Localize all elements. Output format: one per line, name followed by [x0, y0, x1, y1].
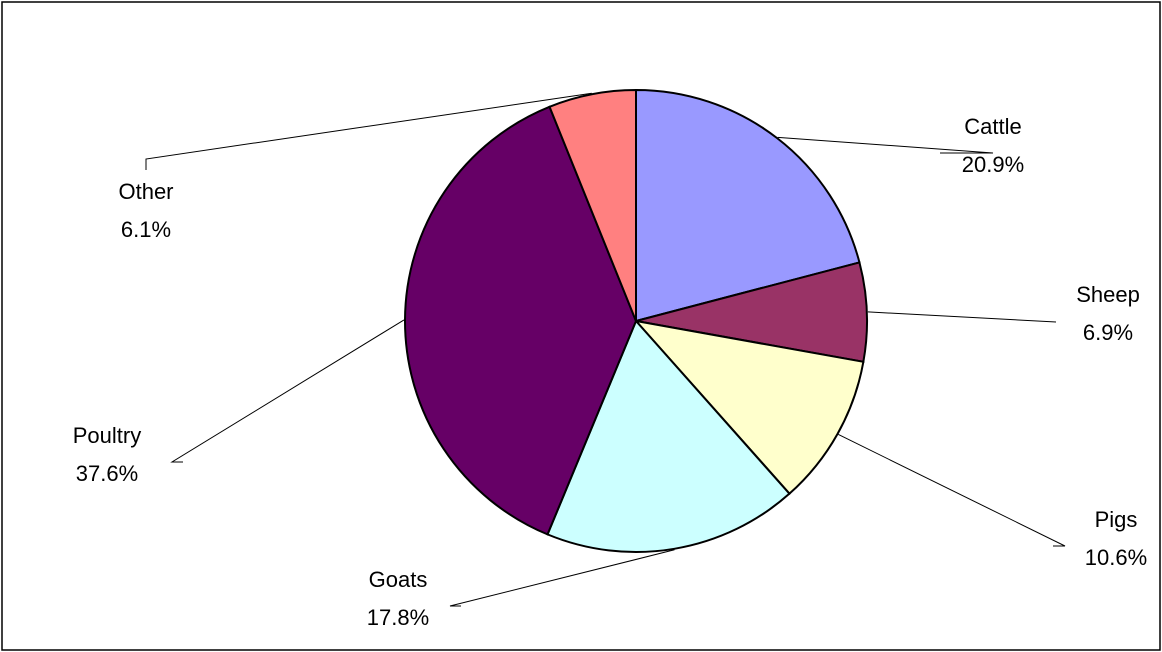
slice-value-cattle: 20.9% — [962, 152, 1024, 177]
slice-label-poultry: Poultry — [73, 423, 141, 448]
slice-value-sheep: 6.9% — [1083, 320, 1133, 345]
leader-line-pigs — [838, 434, 1066, 547]
leader-line-poultry — [170, 319, 405, 463]
leader-line-goats — [449, 549, 675, 607]
slice-label-sheep: Sheep — [1076, 282, 1140, 307]
slice-value-poultry: 37.6% — [76, 461, 138, 486]
slice-value-other: 6.1% — [121, 217, 171, 242]
pie-slice-cattle — [635, 88, 861, 323]
leader-line-sheep — [867, 311, 1057, 323]
pie-slice-pigs — [633, 319, 865, 496]
leader-line-other — [145, 92, 592, 170]
slice-label-cattle: Cattle — [964, 114, 1021, 139]
slice-label-goats: Goats — [369, 567, 428, 592]
slice-label-other: Other — [118, 179, 173, 204]
leader-lines — [145, 92, 1066, 607]
pie-slice-poultry — [404, 105, 638, 536]
data-labels: Cattle 20.9% Sheep 6.9% Pigs 10.6% Goats 17.8% P… — [73, 114, 1147, 630]
pie-slice-other — [548, 88, 637, 322]
slice-value-goats: 17.8% — [367, 605, 429, 630]
pie-slice-goats — [546, 319, 791, 553]
slice-value-pigs: 10.6% — [1085, 545, 1147, 570]
pie-slices — [404, 88, 868, 553]
slice-label-pigs: Pigs — [1095, 507, 1138, 532]
leader-line-cattle — [777, 136, 994, 154]
